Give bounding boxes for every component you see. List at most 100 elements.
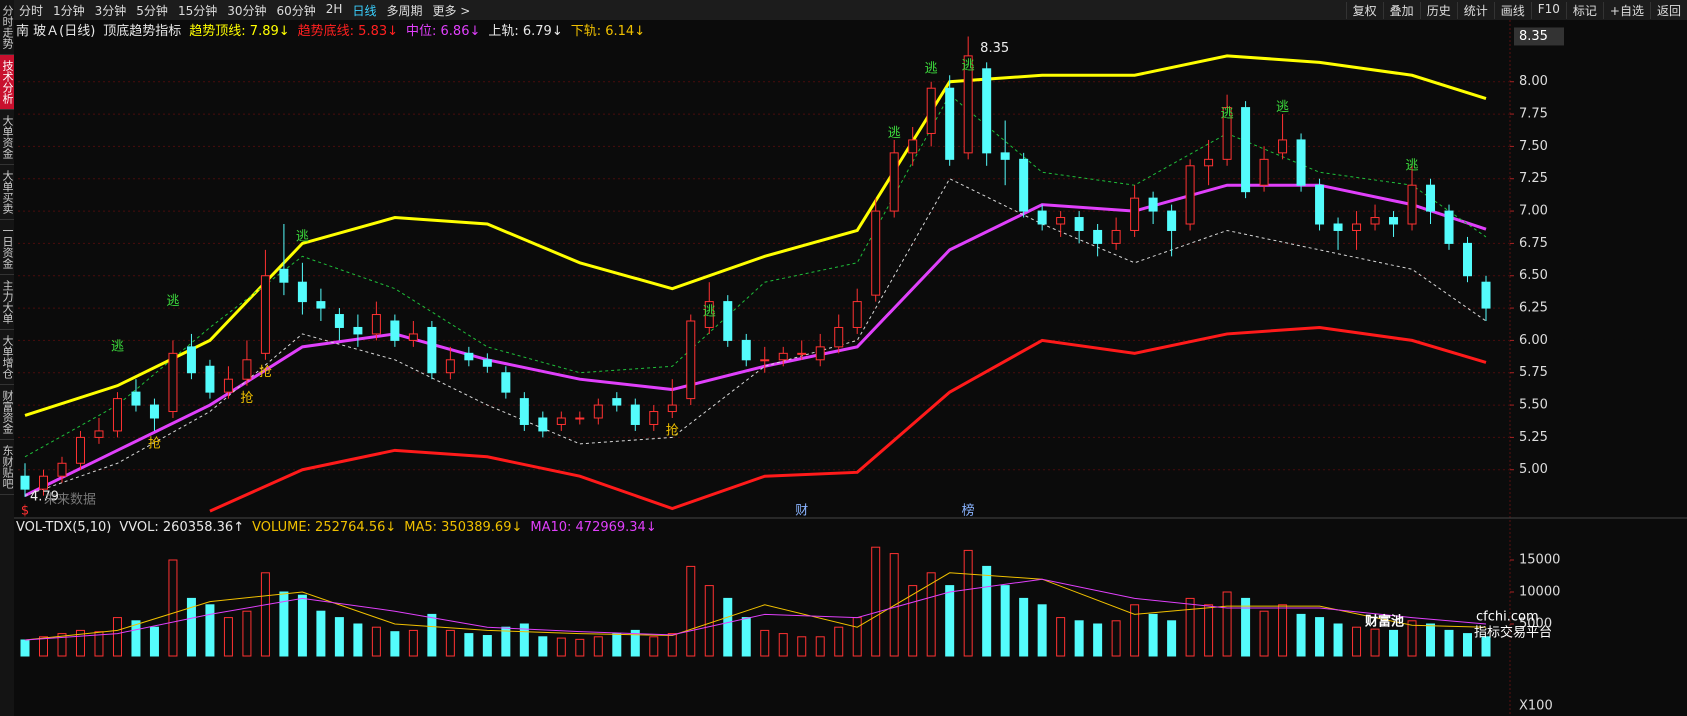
volume-bar xyxy=(630,629,640,657)
tool-button[interactable]: 画线 xyxy=(1493,1,1531,19)
side-tab[interactable]: 分时走势 xyxy=(0,0,14,55)
tool-button[interactable]: 统计 xyxy=(1456,1,1494,19)
volume-bar xyxy=(1019,597,1029,657)
tool-button[interactable]: 历史 xyxy=(1419,1,1457,19)
period-tab[interactable]: 分时 xyxy=(19,3,44,18)
candle-body xyxy=(260,275,270,354)
side-tab[interactable]: 技术分析 xyxy=(0,55,14,110)
candle-body xyxy=(667,404,677,413)
y-tick-label: 5.00 xyxy=(1519,462,1548,477)
y-tick-label: 7.75 xyxy=(1519,107,1548,122)
period-tab[interactable]: 30分钟 xyxy=(227,3,267,18)
volume-bar xyxy=(1167,620,1177,657)
volume-bar xyxy=(575,638,585,657)
volume-bar xyxy=(815,636,825,657)
candle-body xyxy=(408,333,418,341)
tool-button[interactable]: F10 xyxy=(1530,1,1566,19)
candle-body xyxy=(297,281,307,303)
volume-bar xyxy=(1278,604,1288,657)
volume-bar xyxy=(1074,620,1084,657)
candle-body xyxy=(556,417,566,425)
volume-bar xyxy=(1352,626,1362,657)
toolbar: 分时 1分钟 3分钟 5分钟 15分钟 30分钟 60分钟 2H 日线 多周期 更多 > 复权 叠加 历史… xyxy=(14,0,1687,20)
period-tab[interactable]: 5分钟 xyxy=(136,3,168,18)
candle-body xyxy=(20,475,30,490)
tool-button[interactable]: 返回 xyxy=(1649,1,1687,19)
y-tick-label: 8.00 xyxy=(1519,74,1548,89)
indicator-value: 下轨: 6.14↓ xyxy=(570,24,646,39)
volume-bar xyxy=(1370,628,1380,657)
side-tab[interactable]: 大单买卖 xyxy=(0,165,14,220)
candle-body xyxy=(112,398,122,432)
candle-body xyxy=(353,326,363,335)
candle-body xyxy=(871,210,881,296)
volume-bar xyxy=(75,629,85,657)
volume-bar xyxy=(1463,633,1473,657)
side-tab[interactable]: 大单增仓 xyxy=(0,330,14,385)
candle-body xyxy=(482,359,492,367)
volume-bar xyxy=(667,633,677,657)
volume-bar xyxy=(316,610,326,657)
volume-bar xyxy=(279,591,289,657)
volume-bar xyxy=(1315,617,1325,657)
period-tab[interactable]: 1分钟 xyxy=(53,3,85,18)
candle-body xyxy=(649,411,659,425)
volume-bar xyxy=(464,633,474,657)
side-tab[interactable]: 东财贴吧 xyxy=(0,440,14,495)
candle-body xyxy=(852,301,862,328)
candle-body xyxy=(797,352,807,355)
volume-bar xyxy=(334,617,344,657)
candle-body xyxy=(908,139,918,154)
candle-body xyxy=(1444,210,1454,244)
side-tab[interactable]: 财富资金 xyxy=(0,385,14,440)
period-tab[interactable]: 60分钟 xyxy=(276,3,316,18)
volume-bar xyxy=(1426,623,1436,657)
tool-buttons: 复权 叠加 历史 统计 画线 F10 标记 +自选 返回 xyxy=(1345,1,1687,19)
candle-body xyxy=(205,365,215,393)
y-tick-label: 7.25 xyxy=(1519,171,1548,186)
candle-body xyxy=(279,268,289,283)
band-line xyxy=(24,178,1487,497)
period-tab[interactable]: 15分钟 xyxy=(177,3,218,18)
volume-bar xyxy=(20,639,30,657)
tool-button[interactable]: 叠加 xyxy=(1382,1,1420,19)
candle-body xyxy=(1222,107,1232,160)
side-tab[interactable]: 主力大单 xyxy=(0,275,14,330)
candle-body xyxy=(926,87,936,134)
volume-bar xyxy=(205,604,215,657)
candle-body xyxy=(131,391,141,406)
signal-label: 逃 xyxy=(166,294,179,309)
side-tab[interactable]: 大单资金 xyxy=(0,110,14,165)
candle-body xyxy=(1389,217,1399,225)
tool-button[interactable]: +自选 xyxy=(1602,1,1650,19)
period-tab[interactable]: 2H xyxy=(325,1,343,16)
watermark-brand: 财富池 xyxy=(1365,614,1404,630)
tool-button[interactable]: 复权 xyxy=(1345,1,1383,19)
candle-body xyxy=(834,326,844,348)
y-tick-label: 6.50 xyxy=(1519,268,1548,283)
volume-bar xyxy=(427,613,437,657)
tool-button[interactable]: 标记 xyxy=(1565,1,1603,19)
candle-body xyxy=(1315,184,1325,225)
candle-body xyxy=(889,152,899,212)
event-marker: $ xyxy=(21,504,29,519)
v-tick-label: 10000 xyxy=(1519,585,1560,600)
period-tab[interactable]: 日线 xyxy=(352,3,377,18)
period-tab[interactable]: 多周期 xyxy=(386,3,423,18)
volume-bar xyxy=(186,597,196,657)
candle-body xyxy=(1370,217,1380,225)
volume-bar xyxy=(945,585,955,657)
signal-label: 逃 xyxy=(1406,158,1419,173)
period-tab[interactable]: 更多 > xyxy=(432,3,471,18)
signal-label: 逃 xyxy=(888,126,901,141)
candle-body xyxy=(445,359,455,374)
volume-bar xyxy=(223,617,233,657)
candle-body xyxy=(186,346,196,374)
high-box xyxy=(1514,27,1564,46)
indicator-name[interactable]: 顶底趋势指标 xyxy=(103,24,182,39)
period-tab[interactable]: 3分钟 xyxy=(94,3,127,18)
v-tick-label: 15000 xyxy=(1519,553,1560,568)
volume-bar xyxy=(131,620,141,657)
side-tab[interactable]: 一日资金 xyxy=(0,220,14,275)
